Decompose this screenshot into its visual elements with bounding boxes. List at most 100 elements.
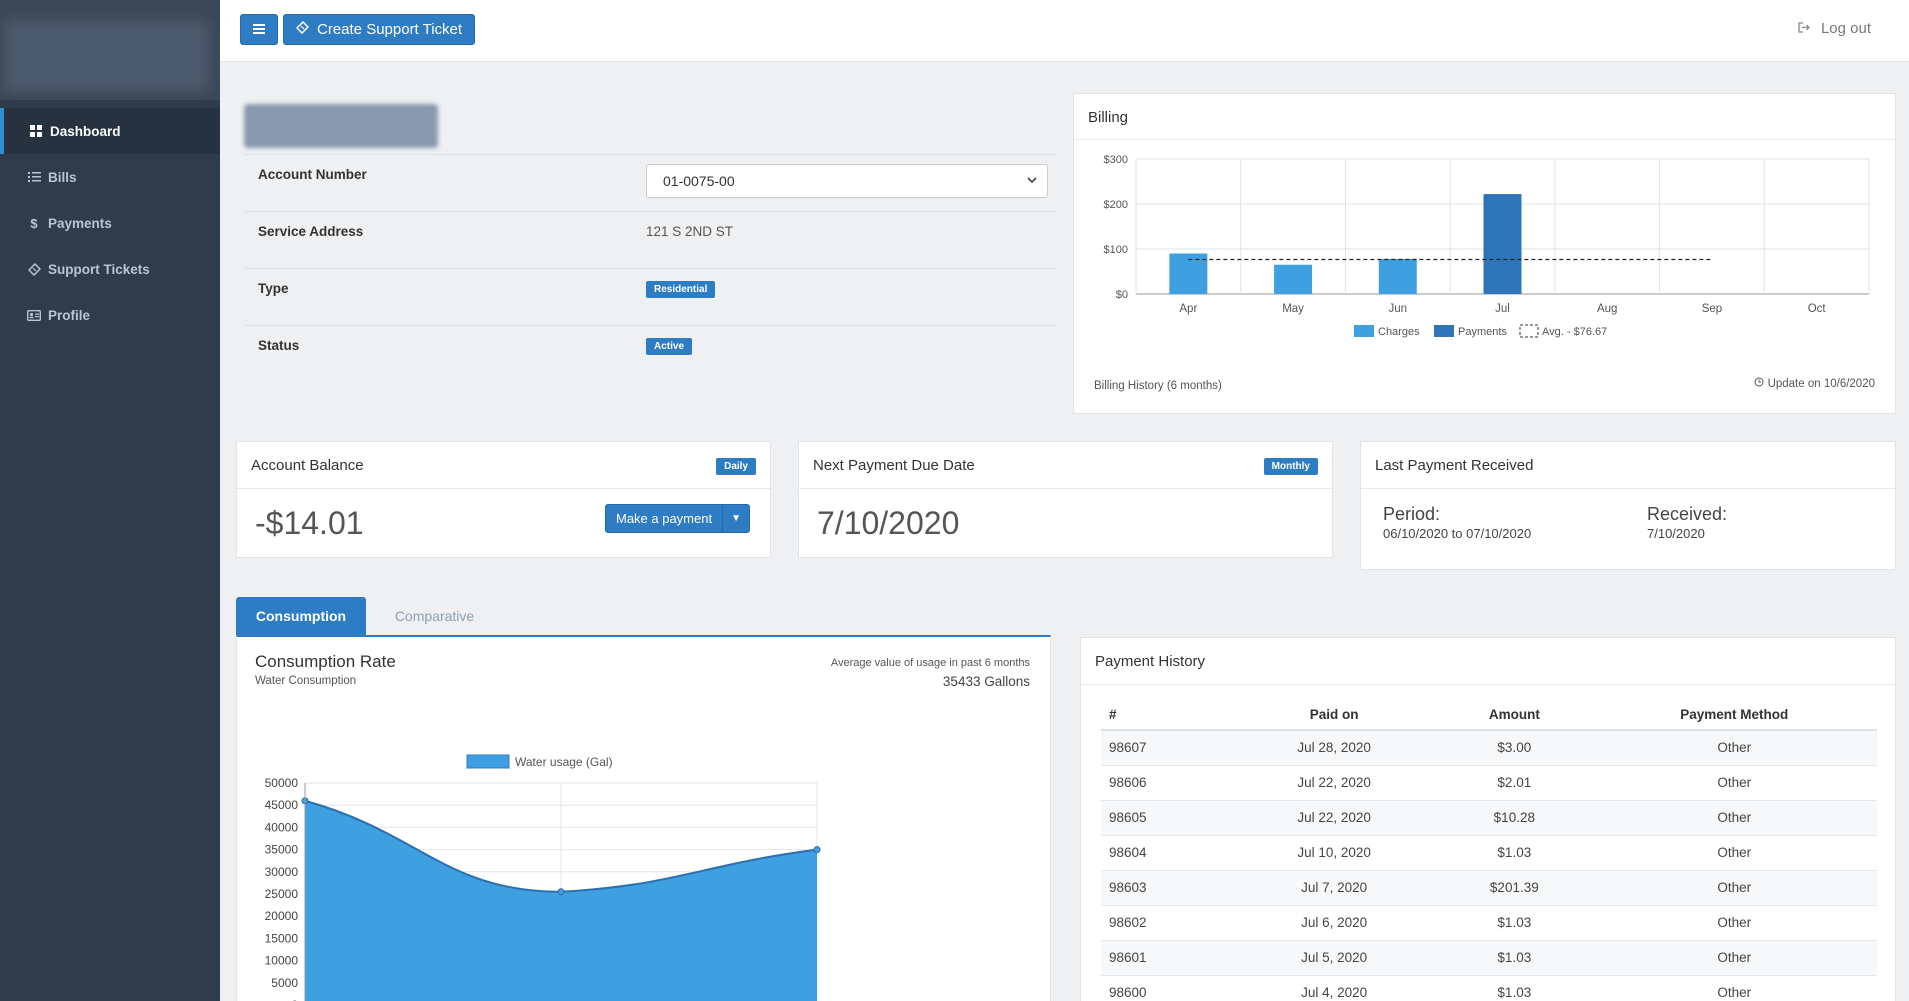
paid-on-cell: Jul 7, 2020 bbox=[1231, 869, 1438, 905]
sidebar-item-dashboard[interactable]: Dashboard bbox=[0, 108, 220, 154]
table-row: 98603 Jul 7, 2020 $201.39 Other bbox=[1101, 869, 1877, 905]
type-badge: Residential bbox=[646, 281, 716, 298]
sidebar-item-label: Payments bbox=[48, 215, 112, 231]
divider bbox=[1081, 684, 1895, 685]
sidebar-item-support-tickets[interactable]: Support Tickets bbox=[0, 246, 220, 292]
paid-on-cell: Jul 22, 2020 bbox=[1231, 799, 1438, 835]
column-header-paid-on[interactable]: Paid on bbox=[1231, 700, 1438, 731]
consumption-panel: Consumption Rate Water Consumption Avera… bbox=[236, 635, 1051, 1001]
logout-label: Log out bbox=[1820, 20, 1871, 37]
legend-label: Avg. - $76.67 bbox=[1542, 326, 1607, 338]
payment-method-cell: Other bbox=[1591, 729, 1877, 765]
y-tick-label: 35000 bbox=[265, 843, 299, 857]
amount-cell: $1.03 bbox=[1437, 834, 1592, 870]
sidebar-nav: Dashboard Bills $ Payments Support Ticke… bbox=[0, 108, 220, 338]
payment-method-cell: Other bbox=[1591, 834, 1877, 870]
service-address-label: Service Address bbox=[258, 224, 364, 239]
tab-consumption[interactable]: Consumption bbox=[236, 597, 366, 635]
next-payment-due-card: Next Payment Due Date Monthly 7/10/2020 bbox=[798, 441, 1333, 558]
x-tick-label: Jul bbox=[1495, 303, 1510, 315]
tab-comparative[interactable]: Comparative bbox=[394, 608, 475, 624]
column-header-number[interactable]: # bbox=[1101, 700, 1231, 731]
paid-on-cell: Jul 6, 2020 bbox=[1231, 904, 1438, 940]
sidebar-item-profile[interactable]: Profile bbox=[0, 292, 220, 338]
account-balance-title: Account Balance bbox=[251, 457, 364, 474]
payment-number-cell: 98603 bbox=[1101, 869, 1231, 905]
consumption-subtitle: Water Consumption bbox=[255, 675, 357, 687]
y-tick-label: 30000 bbox=[265, 865, 299, 879]
paid-on-cell: Jul 28, 2020 bbox=[1231, 729, 1438, 765]
table-row: 98604 Jul 10, 2020 $1.03 Other bbox=[1101, 834, 1877, 870]
payment-number-cell: 98600 bbox=[1101, 974, 1231, 1001]
make-payment-label: Make a payment bbox=[615, 511, 713, 526]
bar-charges bbox=[1169, 253, 1208, 294]
bar-charges bbox=[1378, 258, 1417, 294]
y-tick-label: 50000 bbox=[265, 776, 299, 790]
topbar: Create Support Ticket Log out bbox=[220, 0, 1909, 62]
legend-label: Water usage (Gal) bbox=[515, 755, 613, 769]
account-holder-name bbox=[244, 104, 438, 148]
payment-history-title: Payment History bbox=[1095, 653, 1206, 670]
bar-payments bbox=[1483, 194, 1522, 294]
legend-swatch bbox=[1519, 324, 1539, 338]
sidebar-item-payments[interactable]: $ Payments bbox=[0, 200, 220, 246]
table-header-row: # Paid on Amount Payment Method bbox=[1101, 700, 1877, 731]
service-address-value: 121 S 2ND ST bbox=[646, 224, 734, 239]
paid-on-cell: Jul 4, 2020 bbox=[1231, 974, 1438, 1001]
account-balance-card: Account Balance Daily -$14.01 Make a pay… bbox=[236, 441, 771, 558]
account-info-table: Account Number 01-0075-00 Service Addres… bbox=[244, 154, 1056, 382]
account-number-select[interactable]: 01-0075-00 bbox=[646, 164, 1048, 198]
payment-history-table: # Paid on Amount Payment Method 98607 Jul… bbox=[1101, 700, 1877, 1001]
card-header: Account Balance Daily bbox=[237, 442, 770, 489]
bar-charges bbox=[1274, 264, 1313, 294]
caret-down-icon[interactable]: ▼ bbox=[722, 505, 749, 532]
billing-update-text: Update on 10/6/2020 bbox=[1767, 378, 1875, 390]
column-header-amount[interactable]: Amount bbox=[1437, 700, 1592, 731]
table-row: 98605 Jul 22, 2020 $10.28 Other bbox=[1101, 799, 1877, 835]
average-usage-value: 35433 Gallons bbox=[942, 674, 1030, 689]
status-value: Active bbox=[646, 337, 693, 355]
payment-number-cell: 98606 bbox=[1101, 764, 1231, 800]
divider bbox=[1074, 139, 1895, 140]
sidebar-item-bills[interactable]: Bills bbox=[0, 154, 220, 200]
legend-swatch bbox=[466, 754, 510, 769]
y-tick-label: 40000 bbox=[265, 820, 299, 834]
create-support-ticket-label: Create Support Ticket bbox=[317, 21, 463, 38]
chevron-down-icon bbox=[1027, 175, 1037, 188]
create-support-ticket-button[interactable]: Create Support Ticket bbox=[283, 14, 476, 45]
average-usage-label: Average value of usage in past 6 months bbox=[830, 657, 1030, 669]
column-header-payment-method[interactable]: Payment Method bbox=[1591, 700, 1877, 731]
legend-label: Charges bbox=[1378, 326, 1420, 338]
x-tick-label: Apr bbox=[1179, 303, 1197, 315]
y-tick-label: 5000 bbox=[271, 976, 298, 990]
list-icon bbox=[26, 171, 42, 183]
amount-cell: $201.39 bbox=[1437, 869, 1592, 905]
paid-on-cell: Jul 22, 2020 bbox=[1231, 764, 1438, 800]
account-number-row: Account Number 01-0075-00 bbox=[244, 154, 1056, 211]
payment-number-cell: 98604 bbox=[1101, 834, 1231, 870]
legend-label: Payments bbox=[1458, 326, 1507, 338]
ticket-icon bbox=[295, 20, 310, 38]
payment-method-cell: Other bbox=[1591, 939, 1877, 975]
make-payment-button[interactable]: Make a payment ▼ bbox=[604, 504, 750, 533]
sidebar: Dashboard Bills $ Payments Support Ticke… bbox=[0, 0, 220, 1001]
card-header: Next Payment Due Date Monthly bbox=[799, 442, 1332, 489]
y-tick-label: $300 bbox=[1104, 154, 1128, 166]
card-header: Last Payment Received bbox=[1361, 442, 1895, 489]
logout-link[interactable]: Log out bbox=[1798, 20, 1871, 37]
menu-toggle-button[interactable] bbox=[240, 14, 278, 45]
dollar-icon: $ bbox=[30, 215, 38, 231]
payment-history-panel: Payment History # Paid on Amount Payment… bbox=[1080, 637, 1896, 1001]
amount-cell: $2.01 bbox=[1437, 764, 1592, 800]
consumption-title: Consumption Rate bbox=[255, 652, 396, 671]
payment-method-cell: Other bbox=[1591, 799, 1877, 835]
consumption-chart: Water usage (Gal) 0 5000 10000 15000 20000 250… bbox=[265, 754, 821, 1001]
monthly-badge: Monthly bbox=[1263, 458, 1318, 475]
amount-cell: $1.03 bbox=[1437, 939, 1592, 975]
usage-point bbox=[813, 846, 821, 854]
table-row: 98602 Jul 6, 2020 $1.03 Other bbox=[1101, 904, 1877, 940]
x-tick-label: Jun bbox=[1389, 303, 1408, 315]
legend-swatch bbox=[1434, 325, 1454, 337]
billing-panel: Billing $0 $100 $200 $300 Apr May Jun Jul Aug Sep… bbox=[1073, 93, 1896, 414]
payment-method-cell: Other bbox=[1591, 974, 1877, 1001]
